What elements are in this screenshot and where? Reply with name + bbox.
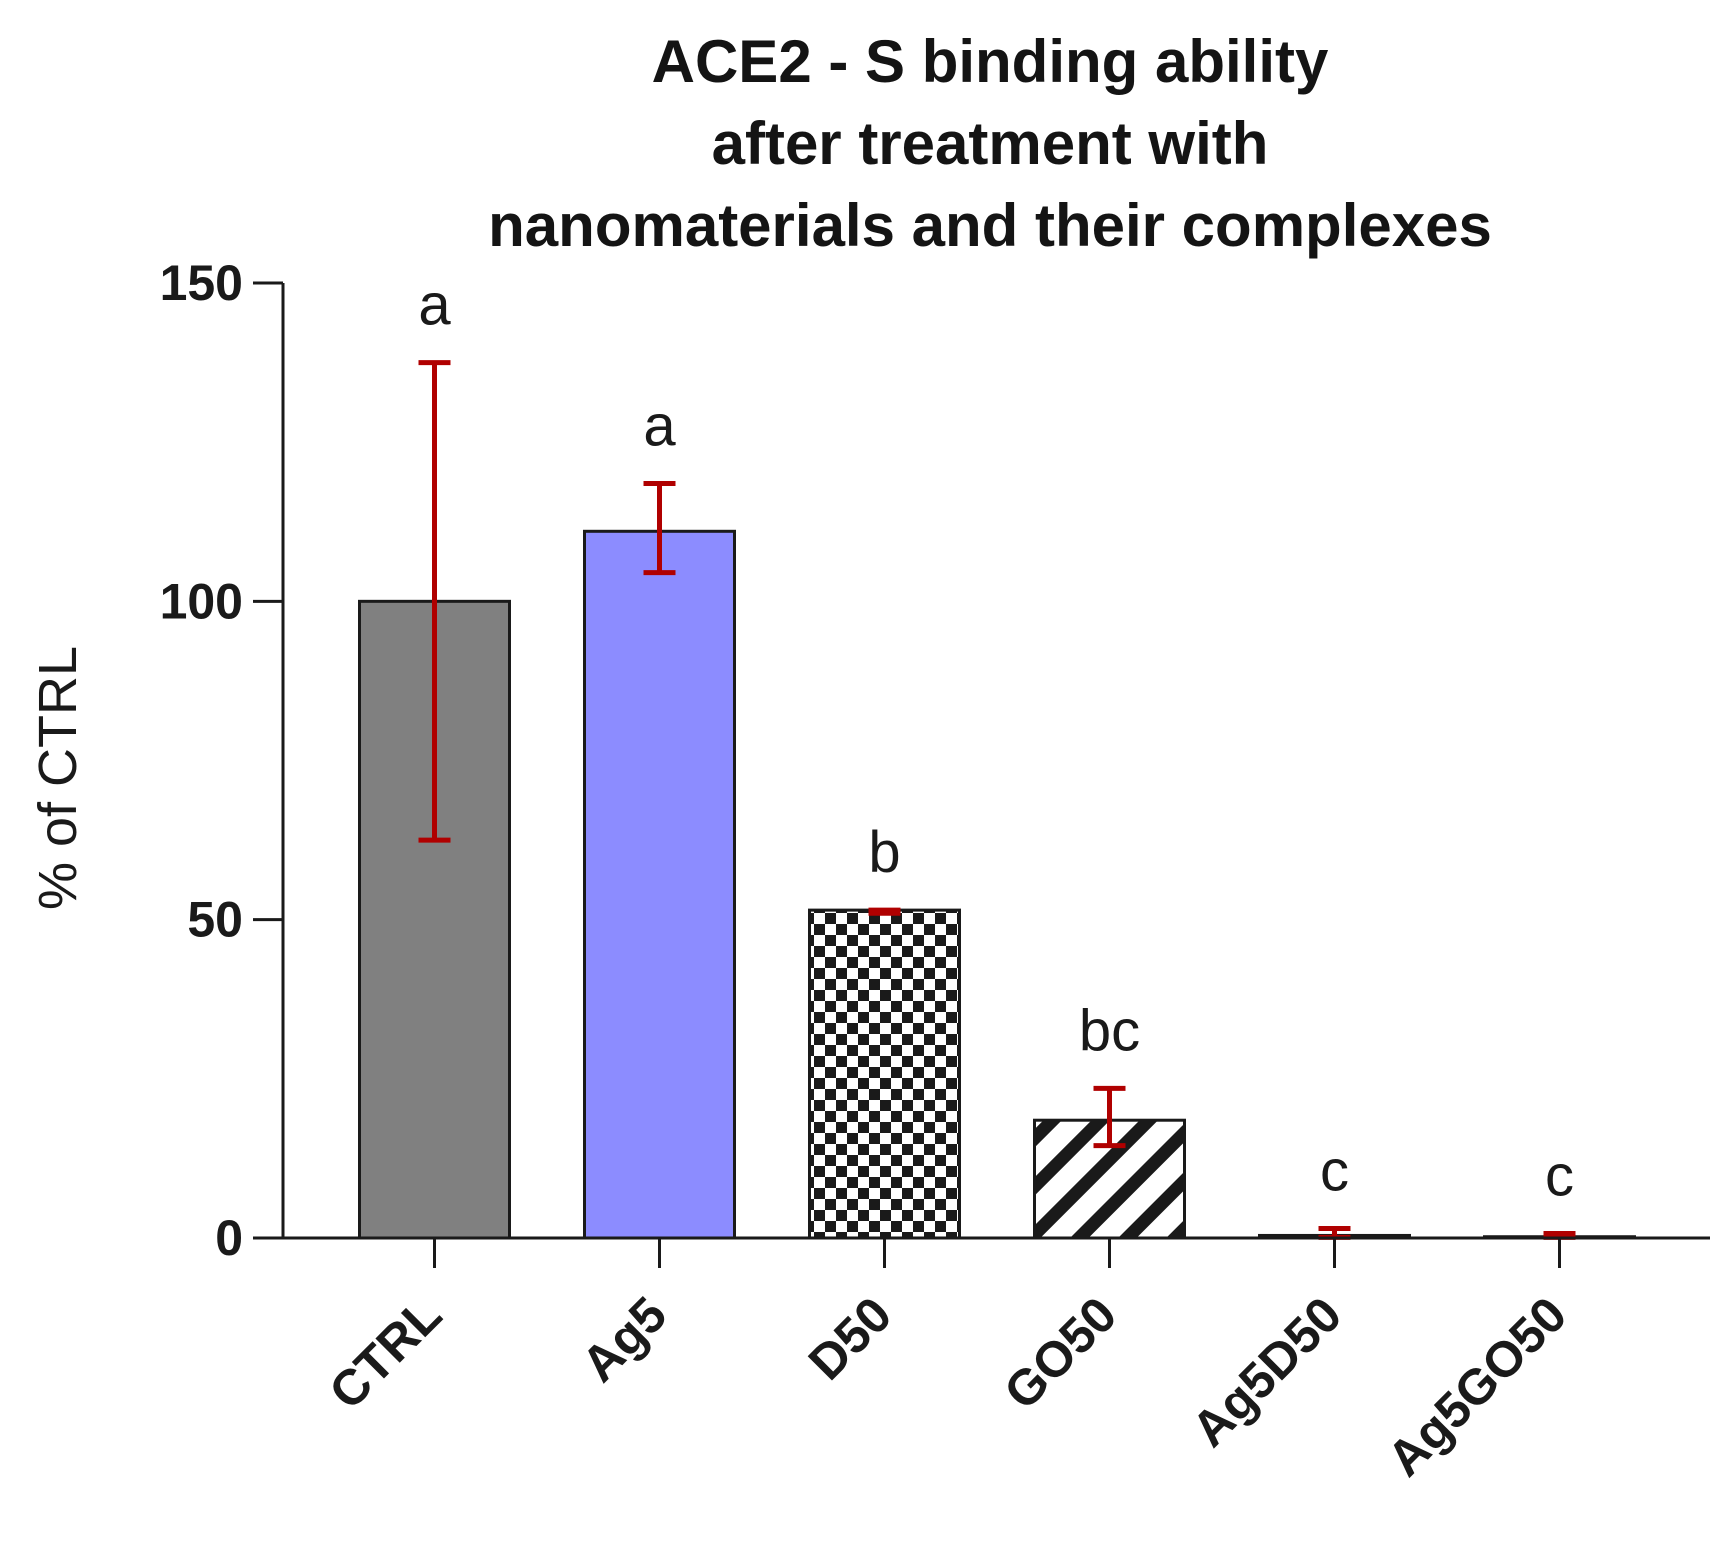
title-line-2: after treatment with: [712, 110, 1269, 177]
bar-ag5: [583, 529, 736, 1240]
x-tick-label-ag5go50: Ag5GO50: [1377, 1286, 1578, 1487]
error-bar-go50: [1093, 1085, 1126, 1149]
bars-layer: [358, 529, 1636, 1240]
significance-label-ag5go50: c: [1545, 1144, 1574, 1209]
significance-label-go50: bc: [1079, 998, 1140, 1063]
x-tick-label-ag5: Ag5: [571, 1286, 677, 1392]
title-line-1: ACE2 - S binding ability: [652, 28, 1329, 95]
y-tick-label-50: 50: [187, 892, 243, 948]
error-bar-ctrl: [418, 360, 451, 843]
significance-label-d50: b: [868, 820, 900, 885]
x-tick-label-ctrl: CTRL: [318, 1286, 452, 1420]
y-tick-label-150: 150: [160, 255, 243, 311]
significance-label-ctrl: a: [418, 273, 451, 338]
chart-title: ACE2 - S binding ability after treatment…: [488, 28, 1492, 259]
bar-d50: [808, 908, 961, 1240]
significance-label-ag5d50: c: [1320, 1138, 1349, 1203]
x-tick-label-ag5d50: Ag5D50: [1181, 1286, 1352, 1457]
axes-layer: [253, 281, 1710, 1268]
error-bar-ag5d50: [1318, 1225, 1351, 1240]
y-axis-label: % of CTRL: [28, 646, 88, 910]
y-tick-label-100: 100: [160, 573, 243, 629]
title-line-3: nanomaterials and their complexes: [488, 192, 1492, 259]
x-tick-label-d50: D50: [798, 1286, 902, 1390]
x-tick-label-go50: GO50: [993, 1286, 1127, 1420]
y-tick-label-0: 0: [215, 1210, 243, 1266]
error-bar-ag5: [643, 481, 676, 576]
significance-label-ag5: a: [643, 394, 676, 459]
error-bar-d50: [868, 907, 901, 916]
